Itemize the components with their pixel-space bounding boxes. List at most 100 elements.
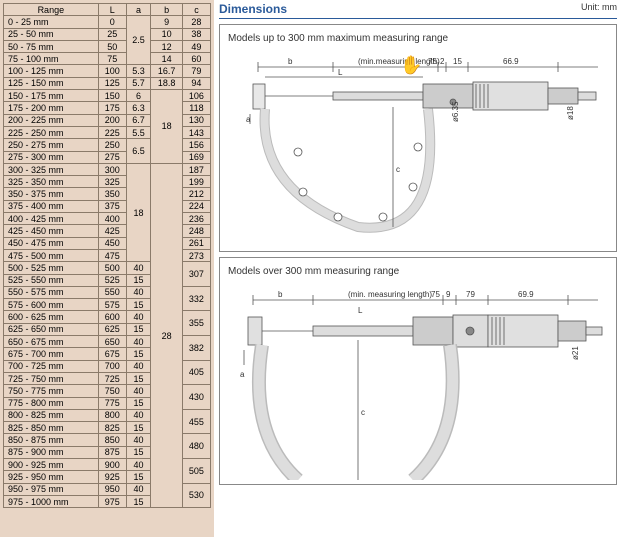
cell-range: 625 - 650 mm: [4, 323, 99, 335]
cell-a: 15: [126, 274, 151, 286]
cell-range: 975 - 1000 mm: [4, 495, 99, 507]
cell-L: 825: [98, 422, 126, 434]
cell-c: 332: [182, 286, 210, 311]
cell-range: 75 - 100 mm: [4, 53, 99, 65]
svg-text:ø6.35: ø6.35: [451, 101, 460, 122]
cell-range: 300 - 325 mm: [4, 163, 99, 175]
cell-range: 575 - 600 mm: [4, 299, 99, 311]
cell-c: 224: [182, 200, 210, 212]
cell-L: 325: [98, 176, 126, 188]
dimensions-header: Dimensions Unit: mm: [219, 0, 617, 19]
cell-a: 40: [126, 434, 151, 446]
cell-b: 16.7: [151, 65, 183, 77]
micrometer-diagram-2: b (min. measuring length) 75 9 79 69.9: [228, 285, 608, 480]
cell-b: 9: [151, 16, 183, 28]
cell-a: 15: [126, 397, 151, 409]
table-header-row: Range L a b c: [4, 4, 211, 16]
cell-c: 169: [182, 151, 210, 163]
svg-text:ø18: ø18: [566, 106, 575, 120]
cell-range: 800 - 825 mm: [4, 409, 99, 421]
table-row: 25 - 50 mm251038: [4, 28, 211, 40]
cell-L: 250: [98, 139, 126, 151]
cell-c: 199: [182, 176, 210, 188]
cell-b: 14: [151, 53, 183, 65]
cell-c: 530: [182, 483, 210, 508]
table-row: 150 - 175 mm150618106: [4, 90, 211, 102]
cell-a: 15: [126, 471, 151, 483]
cell-c: 118: [182, 102, 210, 114]
cell-a: 15: [126, 446, 151, 458]
cell-range: 375 - 400 mm: [4, 200, 99, 212]
cell-L: 575: [98, 299, 126, 311]
cell-range: 875 - 900 mm: [4, 446, 99, 458]
cell-range: 200 - 225 mm: [4, 114, 99, 126]
cell-range: 475 - 500 mm: [4, 249, 99, 261]
svg-text:15: 15: [453, 57, 462, 66]
cell-L: 75: [98, 53, 126, 65]
svg-text:c: c: [396, 165, 400, 174]
cell-a: 2.5: [126, 16, 151, 65]
cell-c: 106: [182, 90, 210, 102]
cell-range: 600 - 625 mm: [4, 311, 99, 323]
table-row: 300 - 325 mm3001828187: [4, 163, 211, 175]
cell-L: 975: [98, 495, 126, 507]
cell-L: 775: [98, 397, 126, 409]
cell-range: 175 - 200 mm: [4, 102, 99, 114]
svg-text:9: 9: [446, 290, 451, 299]
cell-L: 225: [98, 126, 126, 138]
cell-L: 150: [98, 90, 126, 102]
col-b: b: [151, 4, 183, 16]
unit-label: Unit: mm: [581, 2, 617, 16]
svg-text:L: L: [338, 68, 343, 77]
diagram-2: Models over 300 mm measuring range b (mi…: [219, 257, 617, 485]
cell-c: 355: [182, 311, 210, 336]
cell-c: 505: [182, 458, 210, 483]
col-c: c: [182, 4, 210, 16]
svg-text:c: c: [361, 408, 365, 417]
cell-range: 325 - 350 mm: [4, 176, 99, 188]
cell-L: 125: [98, 77, 126, 89]
svg-text:69.9: 69.9: [518, 290, 534, 299]
cell-b: 18.8: [151, 77, 183, 89]
cell-a: 40: [126, 483, 151, 495]
cell-L: 400: [98, 213, 126, 225]
cell-L: 675: [98, 348, 126, 360]
dimensions-title: Dimensions: [219, 2, 287, 16]
cell-range: 750 - 775 mm: [4, 385, 99, 397]
cell-L: 350: [98, 188, 126, 200]
cell-range: 275 - 300 mm: [4, 151, 99, 163]
cell-c: 455: [182, 409, 210, 434]
cell-range: 225 - 250 mm: [4, 126, 99, 138]
svg-text:b: b: [288, 57, 293, 66]
cell-range: 675 - 700 mm: [4, 348, 99, 360]
svg-text:75: 75: [431, 290, 440, 299]
cell-b: 12: [151, 40, 183, 52]
cell-c: 212: [182, 188, 210, 200]
cell-a: 6.5: [126, 139, 151, 164]
cell-L: 50: [98, 40, 126, 52]
cell-range: 425 - 450 mm: [4, 225, 99, 237]
cell-c: 156: [182, 139, 210, 151]
cell-L: 625: [98, 323, 126, 335]
cell-L: 950: [98, 483, 126, 495]
cell-c: 143: [182, 126, 210, 138]
cell-range: 825 - 850 mm: [4, 422, 99, 434]
cell-L: 525: [98, 274, 126, 286]
cell-a: 15: [126, 323, 151, 335]
cell-a: 40: [126, 458, 151, 470]
cell-L: 875: [98, 446, 126, 458]
svg-text:2: 2: [440, 57, 445, 66]
cell-range: 550 - 575 mm: [4, 286, 99, 298]
table-row: 100 - 125 mm1005.316.779: [4, 65, 211, 77]
svg-text:66.9: 66.9: [503, 57, 519, 66]
cell-L: 650: [98, 336, 126, 348]
svg-text:(min. measuring length): (min. measuring length): [348, 290, 432, 299]
cell-c: 261: [182, 237, 210, 249]
cell-L: 700: [98, 360, 126, 372]
cell-a: 15: [126, 299, 151, 311]
cell-range: 250 - 275 mm: [4, 139, 99, 151]
cell-L: 750: [98, 385, 126, 397]
cell-c: 307: [182, 262, 210, 287]
cell-c: 38: [182, 28, 210, 40]
cell-range: 350 - 375 mm: [4, 188, 99, 200]
